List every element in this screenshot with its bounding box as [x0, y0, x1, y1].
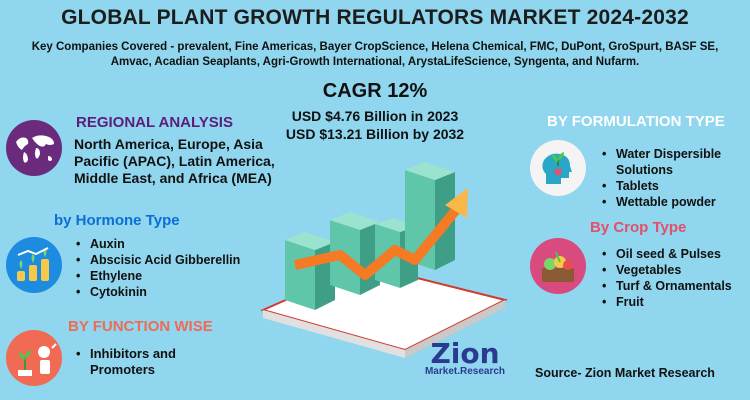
hormone-list: Auxin Abscisic Acid Gibberellin Ethylene…	[72, 236, 240, 300]
vegetables-icon	[530, 238, 586, 294]
zion-logo: Zion Market.Research	[410, 337, 520, 378]
regional-text: North America, Europe, Asia Pacific (APA…	[74, 136, 275, 186]
list-item: Inhibitors and Promoters	[72, 346, 222, 378]
list-item: Vegetables	[598, 262, 732, 278]
hormone-heading: by Hormone Type	[54, 212, 180, 229]
growth-coins-icon	[6, 237, 62, 293]
function-heading: BY FUNCTION WISE	[68, 318, 213, 335]
market-value-2023: USD $4.76 Billion in 2023	[291, 108, 459, 124]
world-map-icon	[6, 120, 62, 176]
list-item: Turf & Ornamentals	[598, 278, 732, 294]
market-value-2032: USD $13.21 Billion by 2032	[285, 126, 465, 142]
list-item: Auxin	[72, 236, 240, 252]
list-item: Oil seed & Pulses	[598, 246, 732, 262]
function-list: Inhibitors and Promoters	[72, 346, 222, 378]
source-label: Source- Zion Market Research	[535, 366, 715, 380]
crop-list: Oil seed & Pulses Vegetables Turf & Orna…	[598, 246, 732, 310]
list-item: Cytokinin	[72, 284, 240, 300]
growth-bar-illustration	[260, 162, 508, 358]
formulation-heading: BY FORMULATION TYPE	[547, 113, 725, 130]
logo-subtitle: Market.Research	[424, 366, 506, 377]
list-item: Fruit	[598, 294, 732, 310]
formulation-list: Water Dispersible Solutions Tablets Wett…	[598, 146, 721, 210]
list-item: Abscisic Acid Gibberellin	[72, 252, 240, 268]
logo-brand: Zion	[430, 337, 500, 370]
head-plant-icon	[530, 140, 586, 196]
key-companies: Key Companies Covered - prevalent, Fine …	[31, 41, 719, 68]
list-item: Water Dispersible Solutions	[598, 146, 721, 178]
cagr-value: CAGR 12%	[322, 80, 428, 102]
list-item: Wettable powder	[598, 194, 721, 210]
plant-tools-icon	[6, 330, 62, 386]
regional-heading: REGIONAL ANALYSIS	[76, 114, 233, 131]
crop-heading: By Crop Type	[590, 219, 687, 236]
page-title: GLOBAL PLANT GROWTH REGULATORS MARKET 20…	[61, 6, 689, 29]
list-item: Tablets	[598, 178, 721, 194]
list-item: Ethylene	[72, 268, 240, 284]
